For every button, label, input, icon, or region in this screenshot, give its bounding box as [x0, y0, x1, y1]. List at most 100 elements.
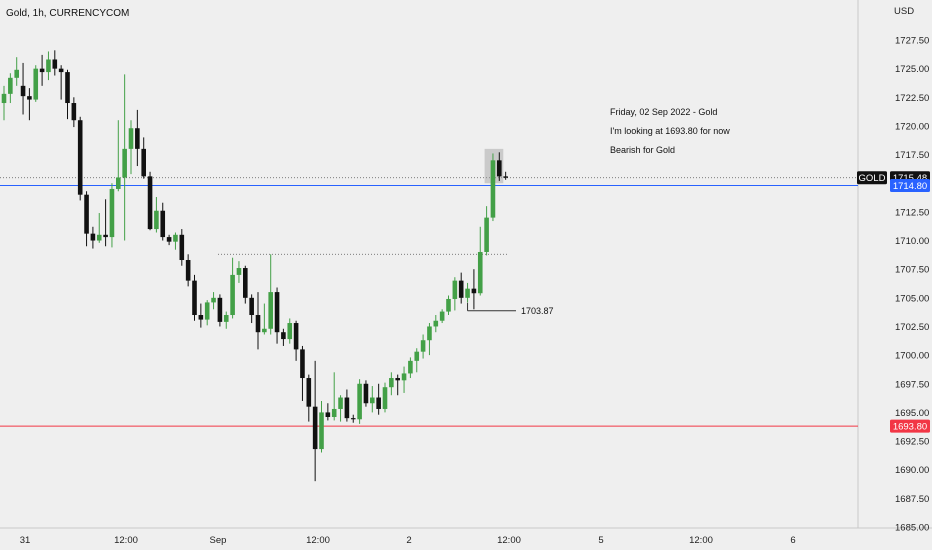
- candle-body: [300, 349, 305, 379]
- candle-body: [58, 68, 64, 73]
- chart-title: Gold, 1h, CURRENCYCOM: [6, 8, 129, 19]
- candle-body: [338, 397, 343, 409]
- candle-body: [243, 268, 248, 298]
- candle-body: [52, 59, 58, 69]
- candle-body: [217, 297, 223, 322]
- y-tick-label: 1722.50: [895, 93, 929, 104]
- candle-body: [8, 77, 13, 94]
- y-tick-label: 1685.00: [895, 523, 929, 534]
- candle-body: [350, 418, 356, 420]
- candle-body: [370, 397, 375, 404]
- y-tick-label: 1720.00: [895, 121, 929, 132]
- candle-body: [84, 194, 89, 234]
- candle-body: [433, 320, 439, 327]
- candle-body: [109, 188, 115, 238]
- candle-body: [262, 328, 267, 333]
- y-tick-label: 1710.00: [895, 236, 929, 247]
- candle-body: [439, 311, 445, 321]
- y-tick-label: 1702.50: [895, 322, 929, 333]
- candle-body: [389, 378, 394, 388]
- candle-body: [357, 383, 362, 420]
- y-tick-label: 1705.00: [895, 293, 929, 304]
- y-tick-label: 1692.50: [895, 437, 929, 448]
- blue-price-tag: 1714.80: [893, 181, 927, 192]
- low-marker-label: 1703.87: [521, 306, 554, 316]
- candle-body: [490, 160, 496, 218]
- candle-body: [122, 148, 127, 178]
- y-tick-label: 1695.00: [895, 408, 929, 419]
- candle-body: [325, 412, 331, 417]
- candle-body: [363, 383, 369, 404]
- candles-group: [1, 50, 508, 482]
- candle-body: [135, 128, 140, 149]
- red-price-tag-bg: [890, 419, 930, 433]
- candle-body: [185, 260, 191, 281]
- candle-body: [27, 96, 32, 100]
- candle-body: [471, 288, 477, 294]
- candle-body: [331, 408, 337, 417]
- candle-body: [128, 128, 134, 149]
- note-line-3: Bearish for Gold: [610, 145, 675, 155]
- y-tick-label: 1707.50: [895, 265, 929, 276]
- candle-body: [204, 302, 210, 320]
- note-line-1: Friday, 02 Sep 2022 - Gold: [610, 107, 717, 117]
- y-tick-label: 1690.00: [895, 465, 929, 476]
- x-tick-label: Sep: [210, 535, 227, 546]
- candle-body: [446, 298, 451, 312]
- candle-body: [39, 68, 45, 73]
- candle-body: [477, 251, 483, 294]
- x-tick-label: 12:00: [306, 535, 330, 546]
- candle-body: [90, 233, 96, 241]
- x-tick-label: 5: [598, 535, 603, 546]
- candle-body: [77, 120, 83, 195]
- candle-body: [287, 323, 293, 340]
- red-price-tag: 1693.80: [893, 422, 927, 433]
- candle-body: [230, 274, 235, 316]
- candle-body: [20, 85, 26, 97]
- candle-body: [96, 234, 102, 241]
- symbol-tag-bg: [857, 171, 887, 185]
- candle-body: [154, 210, 159, 230]
- symbol-tag: GOLD: [859, 173, 886, 184]
- candle-body: [211, 297, 216, 303]
- candle-body: [103, 234, 108, 238]
- x-tick-label: 12:00: [497, 535, 521, 546]
- candle-body: [281, 332, 286, 340]
- candle-body: [395, 378, 400, 381]
- y-tick-label: 1700.00: [895, 351, 929, 362]
- x-tick-label: 12:00: [114, 535, 138, 546]
- candle-body: [414, 351, 420, 361]
- candle-body: [408, 360, 413, 374]
- y-tick-label: 1687.50: [895, 494, 929, 505]
- candle-body: [141, 148, 146, 177]
- candle-body: [452, 280, 458, 299]
- candle-body: [192, 280, 197, 316]
- candle-body: [465, 288, 470, 298]
- candle-body: [173, 234, 178, 242]
- candle-body: [484, 217, 489, 252]
- candle-body: [344, 397, 350, 419]
- x-tick-label: 6: [790, 535, 795, 546]
- x-tick-label: 12:00: [689, 535, 713, 546]
- candle-body: [255, 315, 261, 333]
- candle-body: [223, 315, 229, 322]
- candle-body: [401, 373, 407, 381]
- candle-body: [14, 69, 19, 78]
- blue-price-tag-bg: [890, 179, 930, 193]
- y-tick-label: 1712.50: [895, 207, 929, 218]
- candle-body: [33, 68, 39, 100]
- candle-body: [160, 210, 166, 238]
- candle-body: [420, 340, 426, 352]
- candle-body: [312, 406, 318, 450]
- candle-body: [503, 176, 508, 178]
- note-line-2: I'm looking at 1693.80 for now: [610, 126, 730, 136]
- candle-body: [166, 237, 172, 242]
- candle-body: [274, 292, 280, 333]
- candle-body: [65, 72, 70, 104]
- candle-body: [427, 326, 432, 341]
- candle-body: [46, 59, 51, 73]
- candle-body: [179, 234, 185, 261]
